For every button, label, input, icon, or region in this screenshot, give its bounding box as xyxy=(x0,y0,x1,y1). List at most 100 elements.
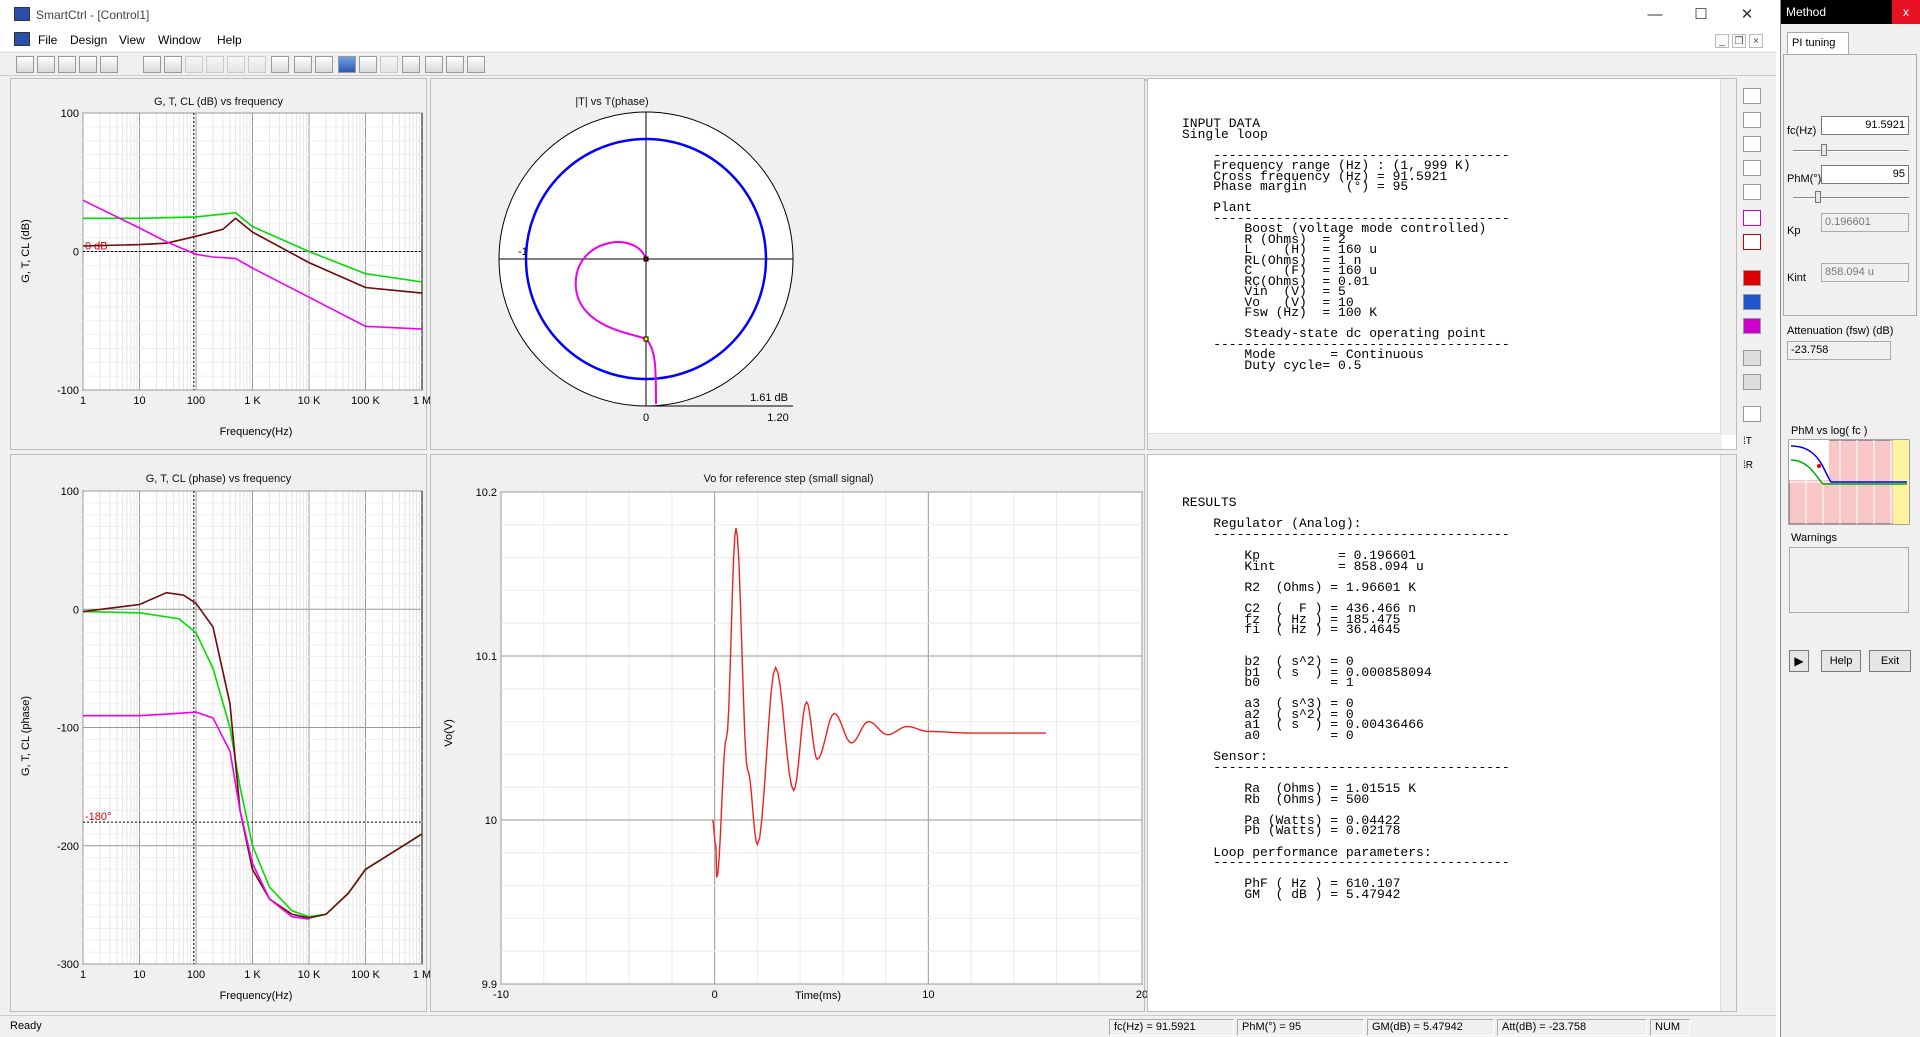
block-4-icon[interactable] xyxy=(1743,160,1761,176)
x-tick-label: 1.20 xyxy=(767,412,788,424)
x-tick-label: 0 xyxy=(712,989,718,1001)
minimize-button[interactable]: — xyxy=(1647,6,1663,23)
results-vertical-scrollbar[interactable] xyxy=(1720,455,1736,1011)
input-data-pane[interactable]: INPUT DATA Single loop ------------------… xyxy=(1147,78,1737,450)
results-line: Regulator (Analog): xyxy=(1182,516,1362,532)
tab-pi-tuning[interactable]: PI tuning xyxy=(1787,32,1849,54)
y-tick-label: 10.2 xyxy=(476,487,497,499)
phm-slider-thumb[interactable] xyxy=(1815,191,1821,203)
disabled-1-icon[interactable] xyxy=(1743,350,1761,366)
fc-input[interactable]: 91.5921 xyxy=(1821,116,1909,135)
design-5-icon[interactable] xyxy=(227,56,245,73)
attenuation-label: Attenuation (fsw) (dB) xyxy=(1787,325,1894,337)
y-tick-label: 10.1 xyxy=(476,651,497,663)
menu-file[interactable]: File xyxy=(38,33,58,47)
input-data-line: INPUT DATA xyxy=(1182,116,1261,131)
rs-icon[interactable] xyxy=(1743,270,1761,286)
results-line: a3 ( s^3) = 0 xyxy=(1182,696,1354,712)
results-pane[interactable]: RESULTS Regulator (Analog): ------------… xyxy=(1147,454,1737,1012)
menu-help[interactable]: Help xyxy=(217,33,242,47)
wrench-icon[interactable] xyxy=(1743,406,1761,422)
input-data-line: Frequency range (Hz) : (1, 999 K) xyxy=(1182,158,1471,173)
exit-button[interactable]: Exit xyxy=(1869,650,1911,672)
nyquist-plot-area[interactable]: -1 1.61 dB 0 1.20 xyxy=(431,79,794,451)
tile-grid-icon[interactable] xyxy=(446,56,464,73)
phm-slider[interactable] xyxy=(1793,191,1909,203)
menu-design[interactable]: Design xyxy=(70,33,108,47)
input-vertical-scrollbar[interactable] xyxy=(1720,79,1736,435)
block-2-icon[interactable] xyxy=(1743,112,1761,128)
y-tick-label: 100 xyxy=(61,486,79,498)
open-folder-icon[interactable] xyxy=(58,56,76,73)
input-data-line: Single loop xyxy=(1182,126,1268,142)
design-4-icon[interactable] xyxy=(206,56,224,73)
nyquist-plot-panel: |T| vs T(phase) -1 1.61 dB 0 1.20 xyxy=(430,78,1147,451)
new-file-icon[interactable] xyxy=(16,56,34,73)
nyquist-plot-title: |T| vs T(phase) xyxy=(575,96,649,108)
result-icon[interactable] xyxy=(359,56,377,73)
x-tick-label: 1 M xyxy=(413,395,431,407)
undo-icon[interactable] xyxy=(380,56,398,73)
design-3-icon[interactable] xyxy=(185,56,203,73)
open-folder-3-icon[interactable] xyxy=(100,56,118,73)
save-icon[interactable] xyxy=(271,56,289,73)
phm-input[interactable]: 95 xyxy=(1821,165,1909,184)
block-6-icon[interactable] xyxy=(1743,210,1761,226)
results-line: b0 = 1 xyxy=(1182,675,1354,691)
menu-bar: File Design View Window Help xyxy=(0,30,1776,51)
play-button[interactable]: ▶ xyxy=(1789,650,1809,672)
results-line: fi ( Hz ) = 36.4645 xyxy=(1182,622,1401,638)
phm-label: PhM(°) xyxy=(1787,173,1822,185)
ti-icon[interactable]: ⁞T xyxy=(1743,436,1752,447)
close-button[interactable]: ✕ xyxy=(1740,6,1754,23)
child-restore-button[interactable]: ❐ xyxy=(1732,34,1746,48)
design-1-icon[interactable] xyxy=(143,56,161,73)
design-2-icon[interactable] xyxy=(164,56,182,73)
export-2-icon[interactable] xyxy=(315,56,333,73)
phase-plot-panel: G, T, CL (phase) vs frequency G, T, CL (… xyxy=(10,454,431,1012)
help-button[interactable]: Help xyxy=(1821,650,1861,672)
gain-plot-panel: G, T, CL (dB) vs frequency G, T, CL (dB)… xyxy=(10,78,431,450)
input-horizontal-scrollbar[interactable] xyxy=(1148,433,1722,449)
document-icon[interactable] xyxy=(14,32,30,46)
method-close-button[interactable]: x xyxy=(1892,0,1920,24)
fc-slider-thumb[interactable] xyxy=(1820,144,1827,156)
tr-icon[interactable]: ⁞R xyxy=(1743,460,1753,471)
series-line-2 xyxy=(82,199,423,330)
tv-icon[interactable] xyxy=(1743,318,1761,334)
status-fc: fc(Hz) = 91.5921 xyxy=(1109,1019,1234,1036)
phm-vs-fc-map[interactable] xyxy=(1788,439,1910,525)
results-text: RESULTS Regulator (Analog): ------------… xyxy=(1182,496,1510,900)
open-folder-2-icon[interactable] xyxy=(79,56,97,73)
disabled-2-icon[interactable] xyxy=(1743,374,1761,390)
plot-icon[interactable] xyxy=(338,56,356,73)
export-1-icon[interactable] xyxy=(294,56,312,73)
block-1-icon[interactable] xyxy=(1743,88,1761,104)
menu-window[interactable]: Window xyxy=(158,33,201,47)
results-line: Rb (Ohms) = 500 xyxy=(1182,791,1370,807)
step-plot-title: Vo for reference step (small signal) xyxy=(703,473,874,485)
results-line: R2 (Ohms) = 1.96601 K xyxy=(1182,579,1417,595)
fc-slider[interactable] xyxy=(1793,144,1909,156)
tile-vertical-icon[interactable] xyxy=(425,56,443,73)
results-line: b1 ( s ) = 0.000858094 xyxy=(1182,664,1432,680)
dc-icon[interactable] xyxy=(1743,294,1761,310)
design-6-icon[interactable] xyxy=(248,56,266,73)
window-icon[interactable] xyxy=(402,56,420,73)
block-5-icon[interactable] xyxy=(1743,184,1761,200)
child-minimize-button[interactable]: _ xyxy=(1715,34,1729,48)
open-file-icon[interactable] xyxy=(37,56,55,73)
step-plot-area[interactable]: 10.2 10.1 10 9.9-10 0 10 20 xyxy=(431,455,1149,1013)
input-data-line: L (H) = 160 u xyxy=(1182,242,1378,257)
x-tick-label: 10 xyxy=(133,395,145,407)
tile-horizontal-icon[interactable] xyxy=(467,56,485,73)
block-7-icon[interactable] xyxy=(1743,234,1761,250)
menu-view[interactable]: View xyxy=(119,33,145,47)
block-3-icon[interactable] xyxy=(1743,136,1761,152)
x-tick-label: 1 xyxy=(80,969,86,981)
input-data-line: -------------------------------------- xyxy=(1182,147,1510,163)
maximize-button[interactable]: ☐ xyxy=(1694,6,1708,23)
child-close-button[interactable]: × xyxy=(1749,34,1763,48)
